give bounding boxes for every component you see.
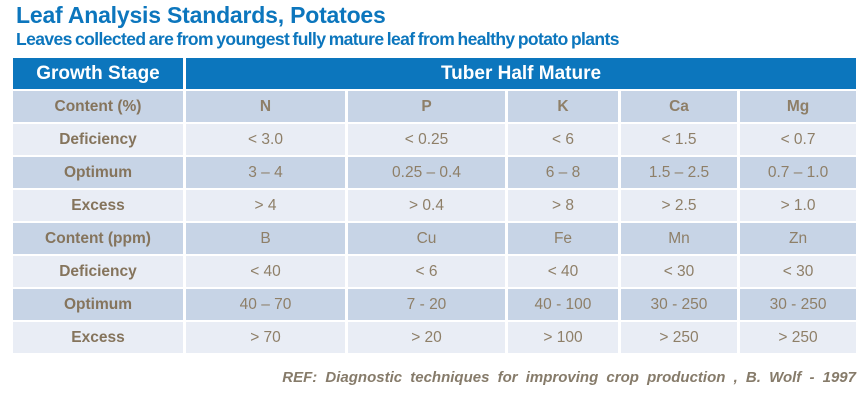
table-cell: < 40 xyxy=(508,256,618,287)
table-cell: 6 – 8 xyxy=(508,157,618,188)
table-cell: < 30 xyxy=(740,256,857,287)
table-cell: 30 - 250 xyxy=(740,289,857,320)
table-cell: Cu xyxy=(348,223,505,254)
table-cell: 7 - 20 xyxy=(348,289,505,320)
table-cell: 40 – 70 xyxy=(186,289,345,320)
table-header-row: Growth Stage Tuber Half Mature xyxy=(13,58,857,89)
table-cell: Ca xyxy=(621,91,737,122)
table-cell: 40 - 100 xyxy=(508,289,618,320)
table-cell: B xyxy=(186,223,345,254)
page-title: Leaf Analysis Standards, Potatoes xyxy=(16,2,386,28)
page-subtitle: Leaves collected are from youngest fully… xyxy=(16,29,619,49)
table-cell: < 30 xyxy=(621,256,737,287)
row-label: Deficiency xyxy=(13,256,183,287)
table-cell: 0.25 – 0.4 xyxy=(348,157,505,188)
leaf-analysis-table: Growth Stage Tuber Half Mature Content (… xyxy=(10,56,859,355)
table-cell: Mg xyxy=(740,91,857,122)
row-label: Excess xyxy=(13,190,183,221)
table-cell: N xyxy=(186,91,345,122)
table-cell: > 0.4 xyxy=(348,190,505,221)
row-label: Optimum xyxy=(13,289,183,320)
reference-citation: REF: Diagnostic techniques for improving… xyxy=(282,369,856,386)
table-cell: P xyxy=(348,91,505,122)
table-cell: 0.7 – 1.0 xyxy=(740,157,857,188)
table-cell: < 3.0 xyxy=(186,124,345,155)
table-cell: < 6 xyxy=(508,124,618,155)
row-label: Deficiency xyxy=(13,124,183,155)
table-row-excess-ppm: Excess > 70 > 20 > 100 > 250 > 250 xyxy=(13,322,857,353)
table-row-deficiency-pct: Deficiency < 3.0 < 0.25 < 6 < 1.5 < 0.7 xyxy=(13,124,857,155)
table-cell: > 8 xyxy=(508,190,618,221)
table-cell: Zn xyxy=(740,223,857,254)
table-row-excess-pct: Excess > 4 > 0.4 > 8 > 2.5 > 1.0 xyxy=(13,190,857,221)
stage-span-header: Tuber Half Mature xyxy=(186,58,857,89)
table-cell: > 2.5 xyxy=(621,190,737,221)
table-cell: 3 – 4 xyxy=(186,157,345,188)
table-cell: > 250 xyxy=(621,322,737,353)
table-cell: > 4 xyxy=(186,190,345,221)
table-row-deficiency-ppm: Deficiency < 40 < 6 < 40 < 30 < 30 xyxy=(13,256,857,287)
table-cell: > 250 xyxy=(740,322,857,353)
row-label: Content (ppm) xyxy=(13,223,183,254)
table-row-content-pct: Content (%) N P K Ca Mg xyxy=(13,91,857,122)
row-label: Excess xyxy=(13,322,183,353)
table-cell: < 1.5 xyxy=(621,124,737,155)
table-cell: > 20 xyxy=(348,322,505,353)
table-cell: > 70 xyxy=(186,322,345,353)
table-cell: 30 - 250 xyxy=(621,289,737,320)
table-cell: < 0.7 xyxy=(740,124,857,155)
table-cell: K xyxy=(508,91,618,122)
table-cell: < 0.25 xyxy=(348,124,505,155)
table-row-optimum-ppm: Optimum 40 – 70 7 - 20 40 - 100 30 - 250… xyxy=(13,289,857,320)
row-label: Content (%) xyxy=(13,91,183,122)
table-cell: > 100 xyxy=(508,322,618,353)
table-row-optimum-pct: Optimum 3 – 4 0.25 – 0.4 6 – 8 1.5 – 2.5… xyxy=(13,157,857,188)
table-cell: Mn xyxy=(621,223,737,254)
table-row-content-ppm: Content (ppm) B Cu Fe Mn Zn xyxy=(13,223,857,254)
table-cell: 1.5 – 2.5 xyxy=(621,157,737,188)
table-cell: > 1.0 xyxy=(740,190,857,221)
table-cell: < 40 xyxy=(186,256,345,287)
growth-stage-header: Growth Stage xyxy=(13,58,183,89)
table-cell: Fe xyxy=(508,223,618,254)
table-cell: < 6 xyxy=(348,256,505,287)
row-label: Optimum xyxy=(13,157,183,188)
